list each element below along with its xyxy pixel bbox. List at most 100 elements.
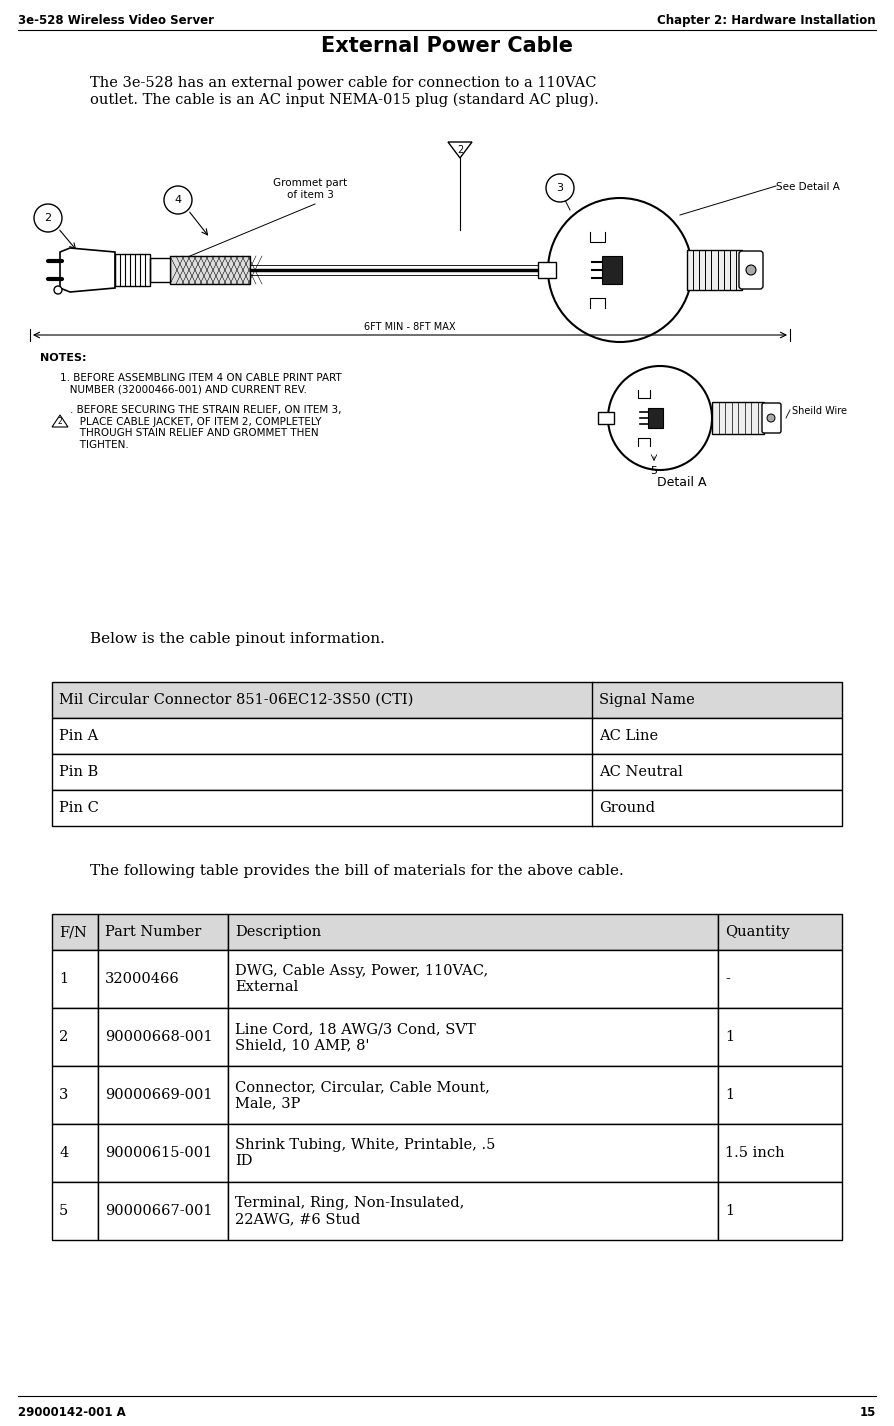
- Text: The following table provides the bill of materials for the above cable.: The following table provides the bill of…: [90, 864, 624, 878]
- Circle shape: [767, 414, 775, 422]
- Text: 6FT MIN - 8FT MAX: 6FT MIN - 8FT MAX: [364, 322, 456, 332]
- Text: Ground: Ground: [599, 801, 655, 816]
- Text: 90000669-001: 90000669-001: [105, 1088, 213, 1102]
- Bar: [718, 1182, 842, 1241]
- Text: 1: 1: [59, 973, 68, 985]
- Text: 22AWG, #6 Stud: 22AWG, #6 Stud: [235, 1212, 360, 1226]
- Text: 4: 4: [174, 195, 181, 205]
- Text: AC Neutral: AC Neutral: [599, 764, 683, 779]
- Text: Shield, 10 AMP, 8': Shield, 10 AMP, 8': [235, 1038, 369, 1052]
- Bar: [150, 258, 170, 282]
- Text: 29000142-001 A: 29000142-001 A: [18, 1406, 126, 1419]
- Text: Shrink Tubing, White, Printable, .5: Shrink Tubing, White, Printable, .5: [235, 1138, 495, 1152]
- Text: 2: 2: [57, 416, 63, 425]
- Bar: [648, 408, 663, 428]
- Circle shape: [54, 287, 62, 294]
- Text: AC Line: AC Line: [599, 729, 658, 743]
- Polygon shape: [52, 415, 68, 426]
- Text: 4: 4: [59, 1147, 68, 1159]
- Bar: [228, 950, 718, 1008]
- Polygon shape: [448, 143, 472, 158]
- Text: 32000466: 32000466: [105, 973, 180, 985]
- Bar: [98, 1067, 228, 1124]
- Text: 1.5 inch: 1.5 inch: [725, 1147, 785, 1159]
- Text: Terminal, Ring, Non-Insulated,: Terminal, Ring, Non-Insulated,: [235, 1196, 464, 1211]
- Text: External Power Cable: External Power Cable: [321, 36, 573, 56]
- Text: -: -: [725, 973, 730, 985]
- Circle shape: [608, 366, 712, 471]
- Text: 90000667-001: 90000667-001: [105, 1204, 213, 1218]
- Text: Signal Name: Signal Name: [599, 693, 695, 707]
- Circle shape: [34, 204, 62, 232]
- Text: Sheild Wire: Sheild Wire: [792, 406, 847, 416]
- Bar: [718, 1067, 842, 1124]
- Text: 2: 2: [457, 145, 463, 155]
- Bar: [98, 1124, 228, 1182]
- Bar: [718, 914, 842, 950]
- Text: 1: 1: [725, 1030, 734, 1044]
- Text: Mil Circular Connector 851-06EC12-3S50 (CTI): Mil Circular Connector 851-06EC12-3S50 (…: [59, 693, 413, 707]
- Text: Pin A: Pin A: [59, 729, 98, 743]
- Text: Pin B: Pin B: [59, 764, 98, 779]
- Bar: [718, 950, 842, 1008]
- Text: 1. BEFORE ASSEMBLING ITEM 4 ON CABLE PRINT PART
   NUMBER (32000466-001) AND CUR: 1. BEFORE ASSEMBLING ITEM 4 ON CABLE PRI…: [60, 374, 342, 395]
- Bar: [115, 254, 150, 287]
- Bar: [538, 262, 556, 278]
- Text: Line Cord, 18 AWG/3 Cond, SVT: Line Cord, 18 AWG/3 Cond, SVT: [235, 1022, 476, 1037]
- Text: Detail A: Detail A: [657, 476, 707, 489]
- Bar: [718, 1124, 842, 1182]
- Text: 5: 5: [59, 1204, 68, 1218]
- Text: 3: 3: [556, 183, 563, 193]
- Bar: [98, 1182, 228, 1241]
- Text: 5: 5: [651, 466, 657, 476]
- Text: 15: 15: [860, 1406, 876, 1419]
- Bar: [98, 1008, 228, 1067]
- Bar: [228, 1067, 718, 1124]
- Bar: [52, 1067, 98, 1124]
- Bar: [602, 257, 622, 284]
- Text: 90000668-001: 90000668-001: [105, 1030, 213, 1044]
- Bar: [228, 914, 718, 950]
- Bar: [712, 402, 764, 434]
- Text: External: External: [235, 980, 299, 994]
- Text: The 3e-528 has an external power cable for connection to a 110VAC
outlet. The ca: The 3e-528 has an external power cable f…: [90, 76, 599, 107]
- Bar: [598, 412, 614, 424]
- Polygon shape: [60, 248, 115, 292]
- Bar: [52, 719, 842, 754]
- Bar: [52, 682, 842, 719]
- Text: Connector, Circular, Cable Mount,: Connector, Circular, Cable Mount,: [235, 1079, 490, 1094]
- Text: NOTES:: NOTES:: [40, 354, 87, 364]
- Text: 1: 1: [725, 1088, 734, 1102]
- Bar: [718, 1008, 842, 1067]
- Circle shape: [746, 265, 756, 275]
- Text: Description: Description: [235, 925, 321, 938]
- Bar: [52, 1008, 98, 1067]
- Circle shape: [164, 185, 192, 214]
- Bar: [52, 1182, 98, 1241]
- FancyBboxPatch shape: [739, 251, 763, 289]
- Bar: [52, 914, 98, 950]
- Bar: [52, 950, 98, 1008]
- Bar: [228, 1008, 718, 1067]
- Bar: [228, 1124, 718, 1182]
- Text: 1: 1: [725, 1204, 734, 1218]
- Text: DWG, Cable Assy, Power, 110VAC,: DWG, Cable Assy, Power, 110VAC,: [235, 964, 488, 978]
- Text: 2: 2: [45, 212, 52, 222]
- Text: Grommet part
of item 3: Grommet part of item 3: [273, 178, 347, 200]
- Text: 90000615-001: 90000615-001: [105, 1147, 212, 1159]
- Bar: [52, 1124, 98, 1182]
- Text: Below is the cable pinout information.: Below is the cable pinout information.: [90, 632, 385, 646]
- Text: 2: 2: [59, 1030, 68, 1044]
- Text: 3: 3: [59, 1088, 68, 1102]
- Text: Part Number: Part Number: [105, 925, 201, 938]
- Bar: [52, 790, 842, 826]
- Bar: [52, 754, 842, 790]
- Text: Chapter 2: Hardware Installation: Chapter 2: Hardware Installation: [657, 14, 876, 27]
- Bar: [170, 257, 250, 284]
- Text: See Detail A: See Detail A: [776, 183, 840, 193]
- Text: ID: ID: [235, 1154, 252, 1168]
- Bar: [228, 1182, 718, 1241]
- Bar: [98, 950, 228, 1008]
- Text: Quantity: Quantity: [725, 925, 789, 938]
- Text: Male, 3P: Male, 3P: [235, 1097, 300, 1109]
